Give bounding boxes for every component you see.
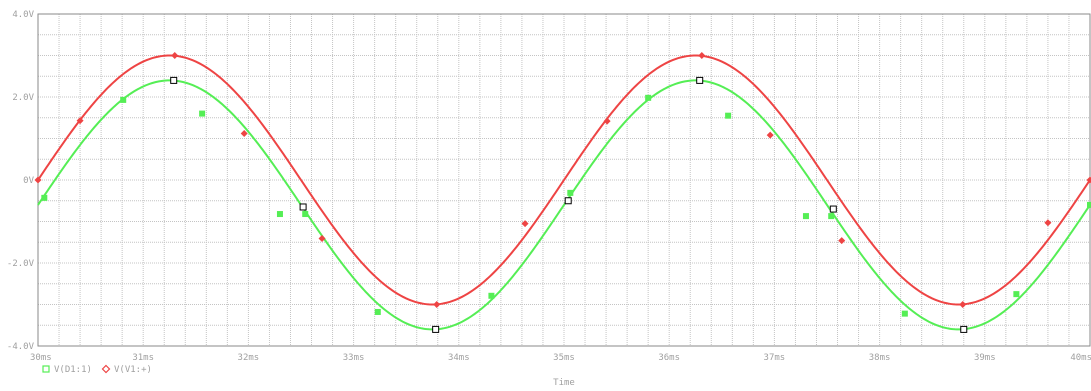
series-marker-square <box>901 310 908 317</box>
series-marker-diamond <box>959 301 967 308</box>
series-marker-diamond <box>240 130 248 138</box>
y-tick-label: 2.0V <box>12 93 34 103</box>
legend: V(D1:1) V(V1:+) <box>42 364 152 375</box>
series-line-0 <box>37 79 1091 331</box>
series-marker-square <box>120 96 127 103</box>
series-marker-diamond <box>603 117 611 125</box>
legend-marker-v1 <box>101 364 111 374</box>
legend-label-d1: V(D1:1) <box>54 365 92 375</box>
series-marker-diamond <box>698 52 706 59</box>
y-axis-ticks: 4.0V 2.0V 0V -2.0V -4.0V <box>7 10 35 352</box>
series-marker-square <box>725 112 732 119</box>
x-axis-ticks: 30ms 31ms 32ms 33ms 34ms 35ms 36ms 37ms 38ms 39ms… <box>30 353 1091 363</box>
cursor-point <box>564 197 572 205</box>
series-marker-square <box>802 213 809 220</box>
x-tick-label: 40ms <box>1070 353 1091 363</box>
series-marker-diamond <box>521 220 529 228</box>
series-marker-square <box>199 110 206 117</box>
x-tick-label: 39ms <box>974 353 996 363</box>
series-marker-diamond <box>433 301 441 308</box>
x-tick-label: 33ms <box>343 353 365 363</box>
legend-marker-d1 <box>42 365 50 373</box>
cursor-point <box>696 76 704 84</box>
cursor-point <box>170 76 178 84</box>
series-line-1 <box>37 54 1091 306</box>
cursor-point <box>299 203 307 211</box>
series-marker-diamond <box>34 176 42 184</box>
y-tick-label: -2.0V <box>7 259 35 269</box>
x-tick-label: 30ms <box>30 353 52 363</box>
series-marker-diamond <box>1086 176 1091 184</box>
x-tick-label: 36ms <box>658 353 680 363</box>
series-marker-square <box>1087 201 1091 208</box>
series-marker-square <box>374 308 381 315</box>
series-marker-square <box>302 211 309 218</box>
x-tick-label: 31ms <box>132 353 154 363</box>
series-marker-square <box>488 292 495 299</box>
series-marker-square <box>1013 291 1020 298</box>
cursor-point <box>432 325 440 333</box>
x-axis-label: Time <box>553 378 575 388</box>
cursor-point <box>829 205 837 213</box>
series-marker-diamond <box>76 117 84 125</box>
x-tick-label: 37ms <box>764 353 786 363</box>
y-tick-label: -4.0V <box>7 342 35 352</box>
grid <box>38 14 1090 346</box>
x-tick-label: 34ms <box>448 353 470 363</box>
series-marker-diamond <box>766 131 774 139</box>
cursor-points <box>170 76 968 333</box>
series-marker-square <box>828 213 835 220</box>
series-marker-diamond <box>1044 219 1052 227</box>
series-marker-diamond <box>171 52 179 59</box>
series-markers <box>34 52 1091 333</box>
series-marker-diamond <box>318 235 326 243</box>
x-tick-label: 35ms <box>553 353 575 363</box>
series-marker-square <box>41 194 48 201</box>
series-marker-diamond <box>838 237 846 245</box>
series-marker-square <box>645 94 652 101</box>
series-marker-square <box>567 189 574 196</box>
x-tick-label: 32ms <box>238 353 260 363</box>
legend-label-v1: V(V1:+) <box>114 365 152 375</box>
series-lines <box>37 54 1091 331</box>
x-tick-label: 38ms <box>869 353 891 363</box>
y-tick-label: 0V <box>23 176 34 186</box>
series-marker-square <box>276 211 283 218</box>
y-tick-label: 4.0V <box>12 10 34 20</box>
cursor-point <box>960 325 968 333</box>
